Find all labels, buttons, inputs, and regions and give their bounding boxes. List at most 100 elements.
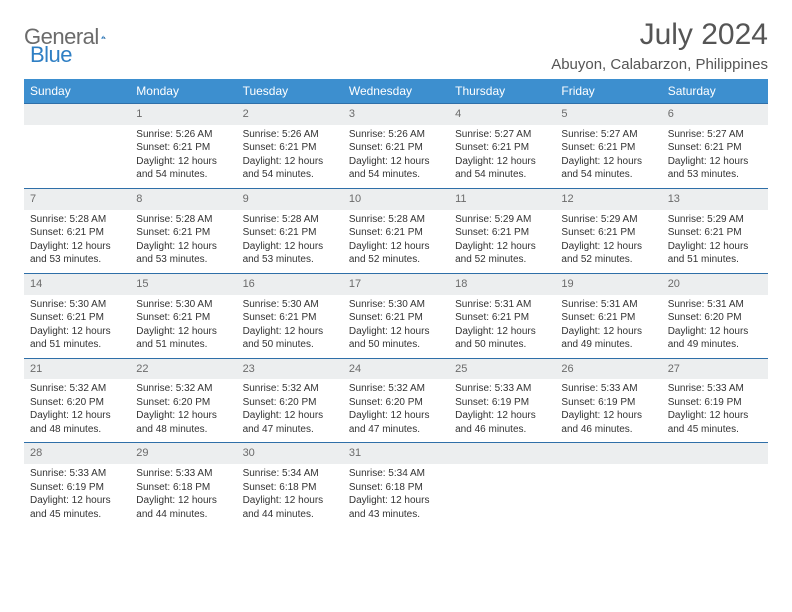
- page-header: General July 2024 Abuyon, Calabarzon, Ph…: [24, 18, 768, 73]
- day-number: [662, 443, 768, 464]
- day-number: 2: [237, 104, 343, 125]
- sunset-text: Sunset: 6:19 PM: [561, 396, 655, 410]
- sunset-text: Sunset: 6:21 PM: [455, 226, 549, 240]
- day-number: 17: [343, 273, 449, 294]
- day-cell: Sunrise: 5:27 AMSunset: 6:21 PMDaylight:…: [555, 125, 661, 189]
- sunrise-text: Sunrise: 5:26 AM: [136, 128, 230, 142]
- daylight-text-2: and 51 minutes.: [136, 338, 230, 352]
- sunset-text: Sunset: 6:21 PM: [668, 141, 762, 155]
- day-number: 3: [343, 104, 449, 125]
- day-cell: Sunrise: 5:28 AMSunset: 6:21 PMDaylight:…: [130, 210, 236, 274]
- sunset-text: Sunset: 6:21 PM: [136, 141, 230, 155]
- sunrise-text: Sunrise: 5:27 AM: [668, 128, 762, 142]
- day-cell: Sunrise: 5:26 AMSunset: 6:21 PMDaylight:…: [237, 125, 343, 189]
- daylight-text-2: and 50 minutes.: [349, 338, 443, 352]
- daylight-text-2: and 51 minutes.: [30, 338, 124, 352]
- daylight-text: Daylight: 12 hours: [349, 155, 443, 169]
- day-content-row: Sunrise: 5:32 AMSunset: 6:20 PMDaylight:…: [24, 379, 768, 443]
- day-header: Monday: [130, 79, 236, 104]
- daylight-text: Daylight: 12 hours: [561, 325, 655, 339]
- day-number: 19: [555, 273, 661, 294]
- day-number: 16: [237, 273, 343, 294]
- sunrise-text: Sunrise: 5:32 AM: [136, 382, 230, 396]
- day-cell: Sunrise: 5:27 AMSunset: 6:21 PMDaylight:…: [662, 125, 768, 189]
- day-number: [449, 443, 555, 464]
- daylight-text-2: and 46 minutes.: [455, 423, 549, 437]
- daylight-text: Daylight: 12 hours: [30, 325, 124, 339]
- day-cell: [662, 464, 768, 527]
- sunset-text: Sunset: 6:20 PM: [136, 396, 230, 410]
- day-number-row: 14151617181920: [24, 273, 768, 294]
- calendar-body: 123456 Sunrise: 5:26 AMSunset: 6:21 PMDa…: [24, 104, 768, 528]
- daylight-text: Daylight: 12 hours: [668, 409, 762, 423]
- day-cell: Sunrise: 5:33 AMSunset: 6:19 PMDaylight:…: [24, 464, 130, 527]
- day-cell: Sunrise: 5:34 AMSunset: 6:18 PMDaylight:…: [343, 464, 449, 527]
- sunset-text: Sunset: 6:21 PM: [349, 226, 443, 240]
- daylight-text-2: and 52 minutes.: [349, 253, 443, 267]
- sunrise-text: Sunrise: 5:28 AM: [349, 213, 443, 227]
- day-number: 6: [662, 104, 768, 125]
- day-number: 27: [662, 358, 768, 379]
- sunrise-text: Sunrise: 5:27 AM: [455, 128, 549, 142]
- daylight-text: Daylight: 12 hours: [136, 494, 230, 508]
- day-cell: Sunrise: 5:26 AMSunset: 6:21 PMDaylight:…: [343, 125, 449, 189]
- daylight-text: Daylight: 12 hours: [349, 240, 443, 254]
- daylight-text-2: and 45 minutes.: [668, 423, 762, 437]
- day-cell: [24, 125, 130, 189]
- day-number: 4: [449, 104, 555, 125]
- day-number: 26: [555, 358, 661, 379]
- sunrise-text: Sunrise: 5:33 AM: [668, 382, 762, 396]
- logo-text-blue: Blue: [30, 42, 72, 68]
- sail-icon: [101, 27, 106, 47]
- daylight-text: Daylight: 12 hours: [349, 325, 443, 339]
- sunset-text: Sunset: 6:21 PM: [349, 141, 443, 155]
- sunset-text: Sunset: 6:21 PM: [668, 226, 762, 240]
- day-number-row: 123456: [24, 104, 768, 125]
- daylight-text: Daylight: 12 hours: [30, 240, 124, 254]
- daylight-text: Daylight: 12 hours: [136, 325, 230, 339]
- day-number-row: 21222324252627: [24, 358, 768, 379]
- daylight-text-2: and 54 minutes.: [561, 168, 655, 182]
- sunrise-text: Sunrise: 5:30 AM: [136, 298, 230, 312]
- day-cell: Sunrise: 5:32 AMSunset: 6:20 PMDaylight:…: [343, 379, 449, 443]
- day-cell: Sunrise: 5:32 AMSunset: 6:20 PMDaylight:…: [130, 379, 236, 443]
- day-header: Wednesday: [343, 79, 449, 104]
- sunrise-text: Sunrise: 5:30 AM: [349, 298, 443, 312]
- day-cell: Sunrise: 5:34 AMSunset: 6:18 PMDaylight:…: [237, 464, 343, 527]
- sunrise-text: Sunrise: 5:33 AM: [561, 382, 655, 396]
- daylight-text-2: and 54 minutes.: [455, 168, 549, 182]
- day-cell: Sunrise: 5:28 AMSunset: 6:21 PMDaylight:…: [24, 210, 130, 274]
- sunset-text: Sunset: 6:20 PM: [243, 396, 337, 410]
- daylight-text-2: and 45 minutes.: [30, 508, 124, 522]
- daylight-text-2: and 49 minutes.: [668, 338, 762, 352]
- daylight-text-2: and 53 minutes.: [243, 253, 337, 267]
- day-cell: [555, 464, 661, 527]
- sunrise-text: Sunrise: 5:27 AM: [561, 128, 655, 142]
- sunset-text: Sunset: 6:21 PM: [455, 311, 549, 325]
- sunset-text: Sunset: 6:18 PM: [136, 481, 230, 495]
- day-content-row: Sunrise: 5:30 AMSunset: 6:21 PMDaylight:…: [24, 295, 768, 359]
- day-cell: [449, 464, 555, 527]
- sunset-text: Sunset: 6:21 PM: [243, 141, 337, 155]
- sunset-text: Sunset: 6:19 PM: [668, 396, 762, 410]
- sunset-text: Sunset: 6:21 PM: [136, 311, 230, 325]
- daylight-text-2: and 52 minutes.: [455, 253, 549, 267]
- sunrise-text: Sunrise: 5:34 AM: [243, 467, 337, 481]
- daylight-text-2: and 50 minutes.: [243, 338, 337, 352]
- day-number: 29: [130, 443, 236, 464]
- day-number: 21: [24, 358, 130, 379]
- sunrise-text: Sunrise: 5:32 AM: [30, 382, 124, 396]
- day-number: 28: [24, 443, 130, 464]
- day-cell: Sunrise: 5:26 AMSunset: 6:21 PMDaylight:…: [130, 125, 236, 189]
- sunset-text: Sunset: 6:21 PM: [561, 226, 655, 240]
- day-header: Saturday: [662, 79, 768, 104]
- day-cell: Sunrise: 5:31 AMSunset: 6:21 PMDaylight:…: [555, 295, 661, 359]
- daylight-text-2: and 53 minutes.: [30, 253, 124, 267]
- day-content-row: Sunrise: 5:28 AMSunset: 6:21 PMDaylight:…: [24, 210, 768, 274]
- day-cell: Sunrise: 5:30 AMSunset: 6:21 PMDaylight:…: [237, 295, 343, 359]
- daylight-text-2: and 52 minutes.: [561, 253, 655, 267]
- daylight-text: Daylight: 12 hours: [243, 409, 337, 423]
- daylight-text: Daylight: 12 hours: [349, 409, 443, 423]
- daylight-text: Daylight: 12 hours: [136, 409, 230, 423]
- day-cell: Sunrise: 5:33 AMSunset: 6:19 PMDaylight:…: [449, 379, 555, 443]
